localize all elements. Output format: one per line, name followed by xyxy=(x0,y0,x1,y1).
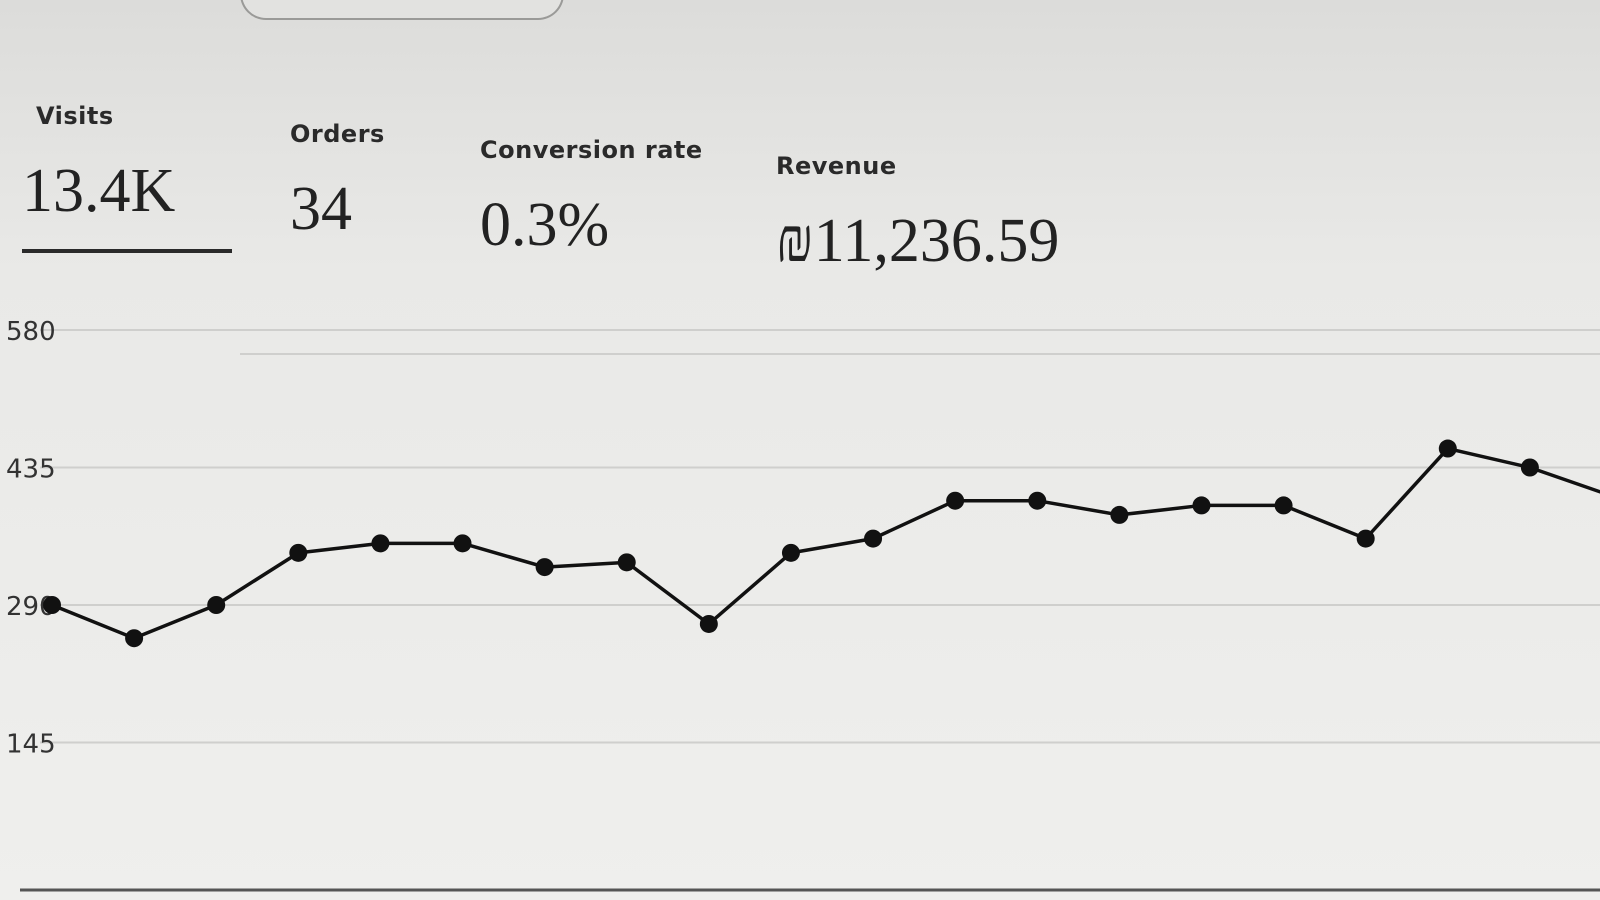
data-point[interactable] xyxy=(1028,491,1047,510)
data-point[interactable] xyxy=(371,534,390,553)
metric-revenue[interactable]: Revenue ₪11,236.59 xyxy=(776,152,1059,277)
metric-orders-label: Orders xyxy=(290,120,385,148)
data-point[interactable] xyxy=(1274,496,1293,515)
selected-underline xyxy=(22,249,232,253)
data-point[interactable] xyxy=(781,543,800,562)
data-point[interactable] xyxy=(207,596,226,614)
data-point[interactable] xyxy=(699,614,718,633)
metric-conversion-value: 0.3% xyxy=(480,191,610,259)
data-point[interactable] xyxy=(1356,529,1375,548)
y-tick-label: 145 xyxy=(6,730,56,760)
data-point[interactable] xyxy=(1520,458,1539,477)
data-point[interactable] xyxy=(289,543,308,562)
data-point[interactable] xyxy=(1192,496,1211,515)
metric-conversion-rate[interactable]: Conversion rate 0.3% xyxy=(480,136,703,261)
y-tick-label: 435 xyxy=(6,455,56,485)
data-point[interactable] xyxy=(43,596,61,614)
metric-visits-value: 13.4K xyxy=(22,157,176,225)
data-point[interactable] xyxy=(1438,439,1457,458)
data-point[interactable] xyxy=(617,553,636,572)
data-point[interactable] xyxy=(864,529,883,548)
metric-visits[interactable]: Visits 13.4K xyxy=(22,102,232,253)
data-point[interactable] xyxy=(125,629,144,648)
data-point[interactable] xyxy=(946,491,965,510)
metric-conversion-label: Conversion rate xyxy=(480,136,703,164)
y-tick-label: 580 xyxy=(6,317,56,347)
metric-revenue-value: ₪11,236.59 xyxy=(776,207,1060,275)
top-tab[interactable] xyxy=(240,0,564,20)
series-line-visits xyxy=(51,446,1600,640)
data-point[interactable] xyxy=(535,558,554,577)
metric-orders[interactable]: Orders 34 xyxy=(290,120,385,245)
metrics-bar: Visits 13.4K Orders 34 Conversion rate 0… xyxy=(0,90,1600,355)
metric-revenue-label: Revenue xyxy=(776,152,897,180)
metric-visits-label: Visits xyxy=(36,102,114,130)
metrics-divider xyxy=(240,353,1600,355)
metric-orders-value: 34 xyxy=(290,175,352,243)
data-point[interactable] xyxy=(453,534,472,553)
data-point[interactable] xyxy=(1110,505,1129,524)
